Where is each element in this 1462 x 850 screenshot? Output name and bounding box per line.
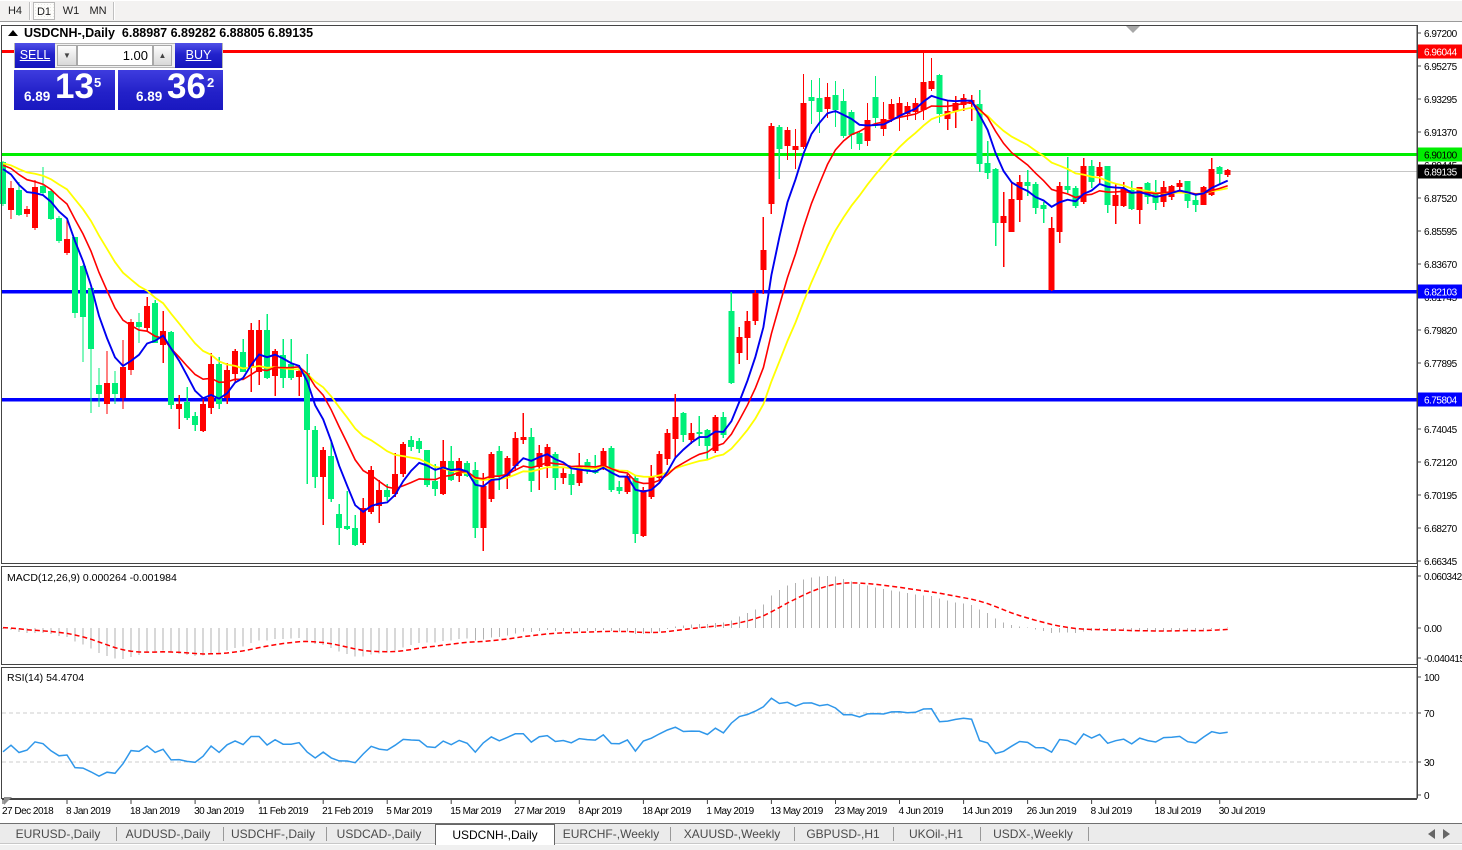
svg-text:6.70195: 6.70195	[1424, 491, 1458, 502]
svg-text:8 Jan 2019: 8 Jan 2019	[66, 806, 111, 817]
svg-text:18 Jan 2019: 18 Jan 2019	[130, 806, 180, 817]
svg-text:6.74045: 6.74045	[1424, 425, 1458, 436]
svg-text:6.91370: 6.91370	[1424, 128, 1458, 139]
svg-text:6.77895: 6.77895	[1424, 359, 1458, 370]
svg-text:30 Jan 2019: 30 Jan 2019	[194, 806, 244, 817]
svg-text:6.89135: 6.89135	[1424, 168, 1458, 179]
svg-text:26 Jun 2019: 26 Jun 2019	[1027, 806, 1077, 817]
svg-text:6.96044: 6.96044	[1424, 48, 1458, 59]
svg-text:USDCNH-,Daily 6.88987 6.89282: USDCNH-,Daily 6.88987 6.89282 6.88805 6.…	[24, 26, 313, 40]
svg-text:30: 30	[1424, 758, 1435, 769]
svg-text:15 Mar 2019: 15 Mar 2019	[450, 806, 502, 817]
svg-text:6.85595: 6.85595	[1424, 227, 1458, 238]
svg-text:6.83670: 6.83670	[1424, 260, 1458, 271]
svg-text:6.66345: 6.66345	[1424, 557, 1458, 568]
svg-text:6.79820: 6.79820	[1424, 326, 1458, 337]
svg-text:30 Jul 2019: 30 Jul 2019	[1219, 806, 1266, 817]
svg-text:1 May 2019: 1 May 2019	[706, 806, 754, 817]
svg-text:70: 70	[1424, 709, 1435, 720]
svg-text:6.87520: 6.87520	[1424, 194, 1458, 205]
svg-text:13 May 2019: 13 May 2019	[770, 806, 823, 817]
svg-text:23 May 2019: 23 May 2019	[834, 806, 887, 817]
svg-text:6.97200: 6.97200	[1424, 29, 1458, 40]
svg-text:27 Dec 2018: 27 Dec 2018	[2, 806, 54, 817]
svg-text:6.82103: 6.82103	[1424, 288, 1458, 299]
svg-text:6.90100: 6.90100	[1424, 151, 1458, 162]
svg-text:0: 0	[1424, 791, 1430, 802]
svg-text:27 Mar 2019: 27 Mar 2019	[514, 806, 566, 817]
svg-text:4 Jun 2019: 4 Jun 2019	[899, 806, 944, 817]
svg-text:-0.040415: -0.040415	[1424, 654, 1462, 665]
svg-text:RSI(14) 54.4704: RSI(14) 54.4704	[7, 672, 84, 684]
svg-text:8 Apr 2019: 8 Apr 2019	[578, 806, 622, 817]
svg-text:100: 100	[1424, 673, 1440, 684]
svg-text:6.75804: 6.75804	[1424, 396, 1458, 407]
svg-text:14 Jun 2019: 14 Jun 2019	[963, 806, 1013, 817]
svg-text:21 Feb 2019: 21 Feb 2019	[322, 806, 374, 817]
svg-text:6.72120: 6.72120	[1424, 458, 1458, 469]
svg-text:11 Feb 2019: 11 Feb 2019	[258, 806, 309, 817]
svg-text:6.95275: 6.95275	[1424, 62, 1458, 73]
svg-text:5 Mar 2019: 5 Mar 2019	[386, 806, 433, 817]
svg-text:6.93295: 6.93295	[1424, 95, 1458, 106]
svg-text:0.060342: 0.060342	[1424, 572, 1462, 583]
svg-text:0.00: 0.00	[1424, 624, 1442, 635]
svg-text:18 Jul 2019: 18 Jul 2019	[1155, 806, 1202, 817]
svg-text:18 Apr 2019: 18 Apr 2019	[642, 806, 691, 817]
svg-text:MACD(12,26,9) 0.000264 -0.0019: MACD(12,26,9) 0.000264 -0.001984	[7, 572, 177, 584]
svg-text:6.68270: 6.68270	[1424, 524, 1458, 535]
svg-text:8 Jul 2019: 8 Jul 2019	[1091, 806, 1133, 817]
